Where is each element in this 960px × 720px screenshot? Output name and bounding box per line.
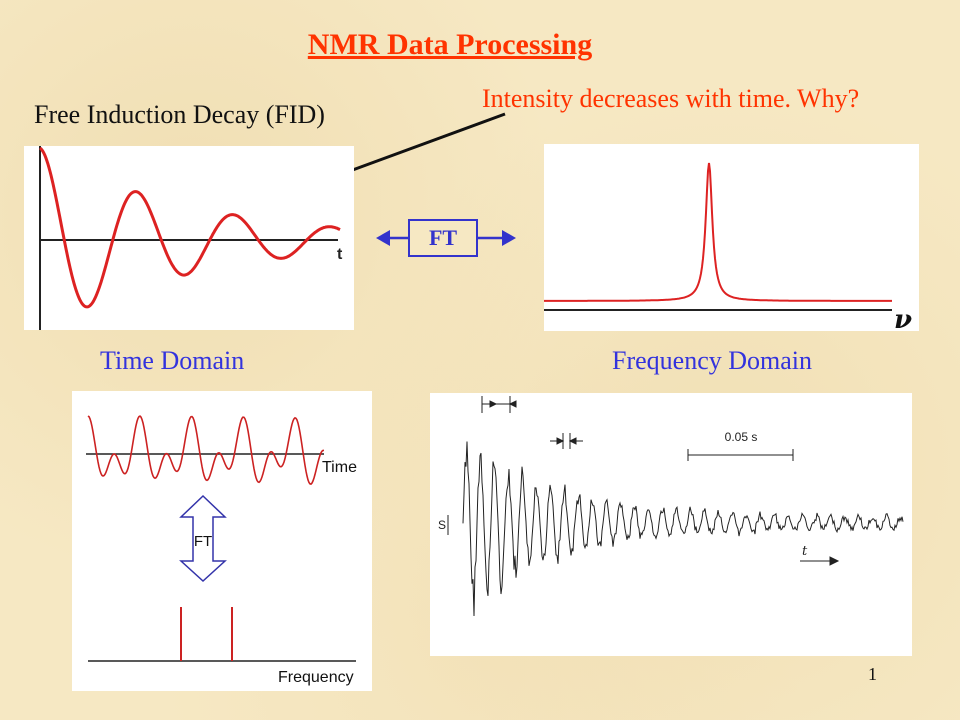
slide-title: NMR Data Processing bbox=[307, 28, 593, 61]
time-axis-label: Time bbox=[322, 459, 357, 476]
wave-ft-diagram: Time FT Frequency bbox=[72, 391, 372, 691]
interval-label: 0.05 s bbox=[725, 430, 758, 444]
frequency-axis-label: Frequency bbox=[278, 669, 354, 686]
intensity-annotation: Intensity decreases with time. Why? bbox=[482, 84, 860, 113]
time-axis-label-exp: t bbox=[802, 544, 808, 559]
frequency-domain-label: Frequency Domain bbox=[612, 346, 813, 375]
spectrum-plot: ν bbox=[544, 144, 919, 335]
ft-label: FT bbox=[408, 219, 478, 257]
ft-arrow-label: FT bbox=[194, 533, 212, 550]
fid-plot: t bbox=[24, 146, 354, 330]
experimental-fid: 0.05 s S t bbox=[430, 393, 912, 656]
fid-label: Free Induction Decay (FID) bbox=[34, 100, 325, 129]
ft-vertical-arrow bbox=[179, 494, 227, 583]
signal-axis-label: S bbox=[438, 518, 446, 532]
time-domain-label: Time Domain bbox=[100, 346, 245, 375]
page-number: 1 bbox=[868, 664, 877, 684]
fid-axis-label: t bbox=[337, 246, 343, 263]
spectrum-axis-label: ν bbox=[894, 305, 912, 331]
